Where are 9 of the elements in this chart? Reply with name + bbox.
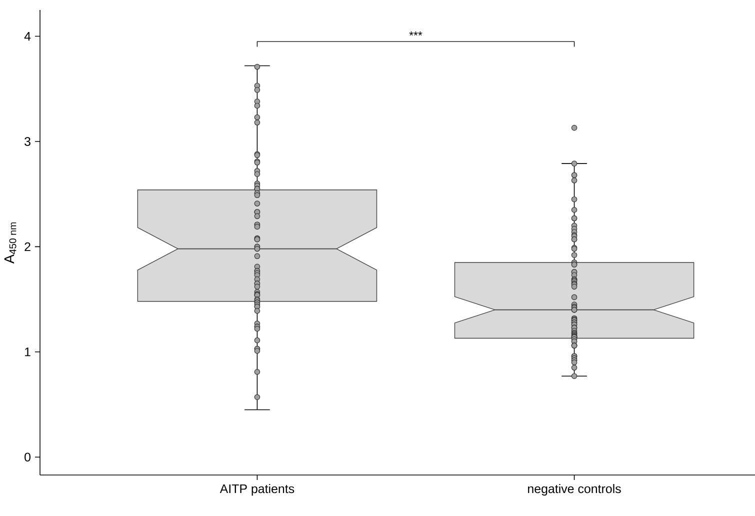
y-axis-title: A$_{450 nm}$	[4, 222, 16, 264]
x-tick-label: negative controls	[528, 484, 621, 496]
y-tick-label: 4	[24, 32, 31, 41]
y-tick-label: 1	[25, 348, 30, 356]
y-tick-label: 0	[24, 452, 30, 462]
annotation: ***	[409, 31, 422, 36]
y-tick-label: 3	[24, 137, 30, 146]
x-tick-label: AITP patients	[220, 484, 294, 496]
y-tick-label: 2	[24, 242, 30, 252]
